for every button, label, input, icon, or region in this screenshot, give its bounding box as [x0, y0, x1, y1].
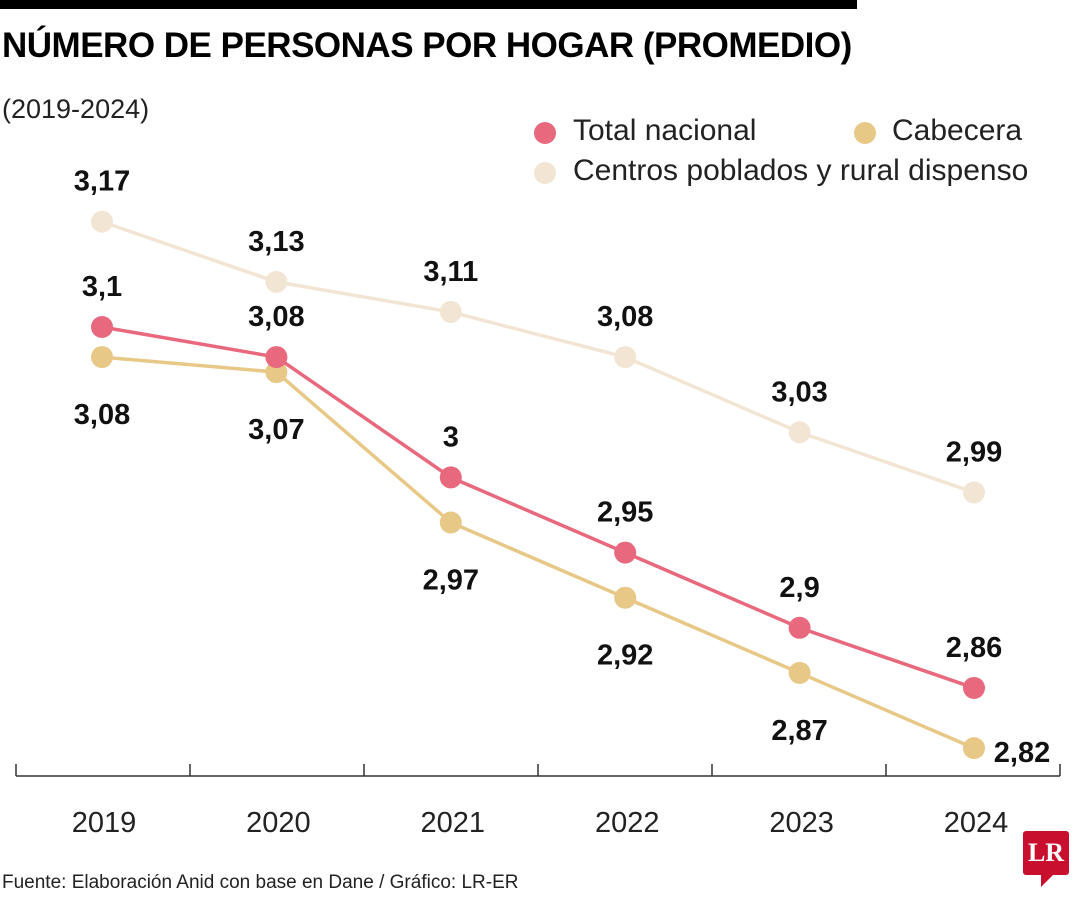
data-point	[788, 421, 811, 444]
data-label: 2,87	[771, 715, 827, 747]
data-label: 3,08	[74, 399, 130, 431]
data-point	[963, 481, 985, 504]
data-label: 3,03	[771, 376, 827, 408]
data-point	[265, 270, 288, 293]
data-point	[788, 661, 811, 684]
data-label: 2,95	[597, 497, 653, 529]
lr-logo: LR	[1023, 831, 1069, 887]
data-point	[963, 676, 985, 699]
legend-label-total: Total nacional	[573, 114, 757, 147]
data-point	[439, 466, 462, 489]
x-tick-label: 2020	[246, 807, 311, 839]
legend-dot-cabecera	[854, 122, 876, 144]
series-line	[101, 220, 975, 495]
x-tick-label: 2024	[944, 807, 1009, 839]
data-label: 3	[443, 421, 459, 453]
data-point	[963, 737, 985, 760]
data-point	[614, 586, 637, 609]
data-label: 2,92	[597, 640, 653, 672]
data-label: 3,17	[74, 166, 130, 198]
data-label: 3,11	[423, 256, 478, 288]
series-2: 3,173,133,113,083,032,99	[74, 166, 1002, 504]
data-point	[439, 300, 462, 323]
x-tick-label: 2021	[421, 807, 486, 839]
data-point	[614, 541, 637, 564]
data-label: 2,99	[946, 436, 1002, 468]
series-line	[101, 355, 975, 750]
data-point	[614, 346, 637, 369]
series-1: 3,08 3,07 2,97 2,92 2,87 2,82	[74, 346, 1050, 769]
data-label: 3,1	[82, 271, 122, 303]
data-point	[91, 210, 113, 233]
legend-dot-total	[534, 122, 556, 144]
data-label: 3,08	[597, 301, 653, 333]
top-bar	[0, 0, 857, 9]
legend-dot-centros	[534, 162, 556, 184]
chart-title: NÚMERO DE PERSONAS POR HOGAR (PROMEDIO)	[2, 26, 852, 65]
source-note: Fuente: Elaboración Anid con base en Dan…	[2, 872, 519, 893]
data-label: 2,86	[946, 632, 1002, 664]
data-point	[439, 511, 462, 534]
x-tick-label: 2022	[595, 807, 660, 839]
series-0: 3,1 3,08 3 2,95 2,9 2,86	[82, 271, 1002, 699]
data-label: 2,97	[423, 565, 479, 597]
chart-subtitle: (2019-2024)	[2, 94, 150, 124]
x-tick-label: 2019	[72, 807, 137, 839]
series-line	[101, 325, 975, 690]
data-label: 3,13	[248, 226, 304, 258]
data-point	[265, 361, 288, 384]
x-tick-label: 2023	[769, 807, 834, 839]
data-point	[788, 616, 811, 639]
data-point	[91, 316, 113, 338]
legend-label-centros: Centros poblados y rural dispenso	[573, 154, 1029, 187]
data-point	[265, 346, 288, 369]
data-label: 2,9	[779, 572, 819, 604]
data-label: 3,08	[248, 301, 304, 333]
legend-label-cabecera: Cabecera	[892, 114, 1023, 147]
data-label: 3,07	[248, 414, 304, 446]
data-point	[91, 346, 113, 369]
data-label: 2,82	[994, 737, 1050, 769]
